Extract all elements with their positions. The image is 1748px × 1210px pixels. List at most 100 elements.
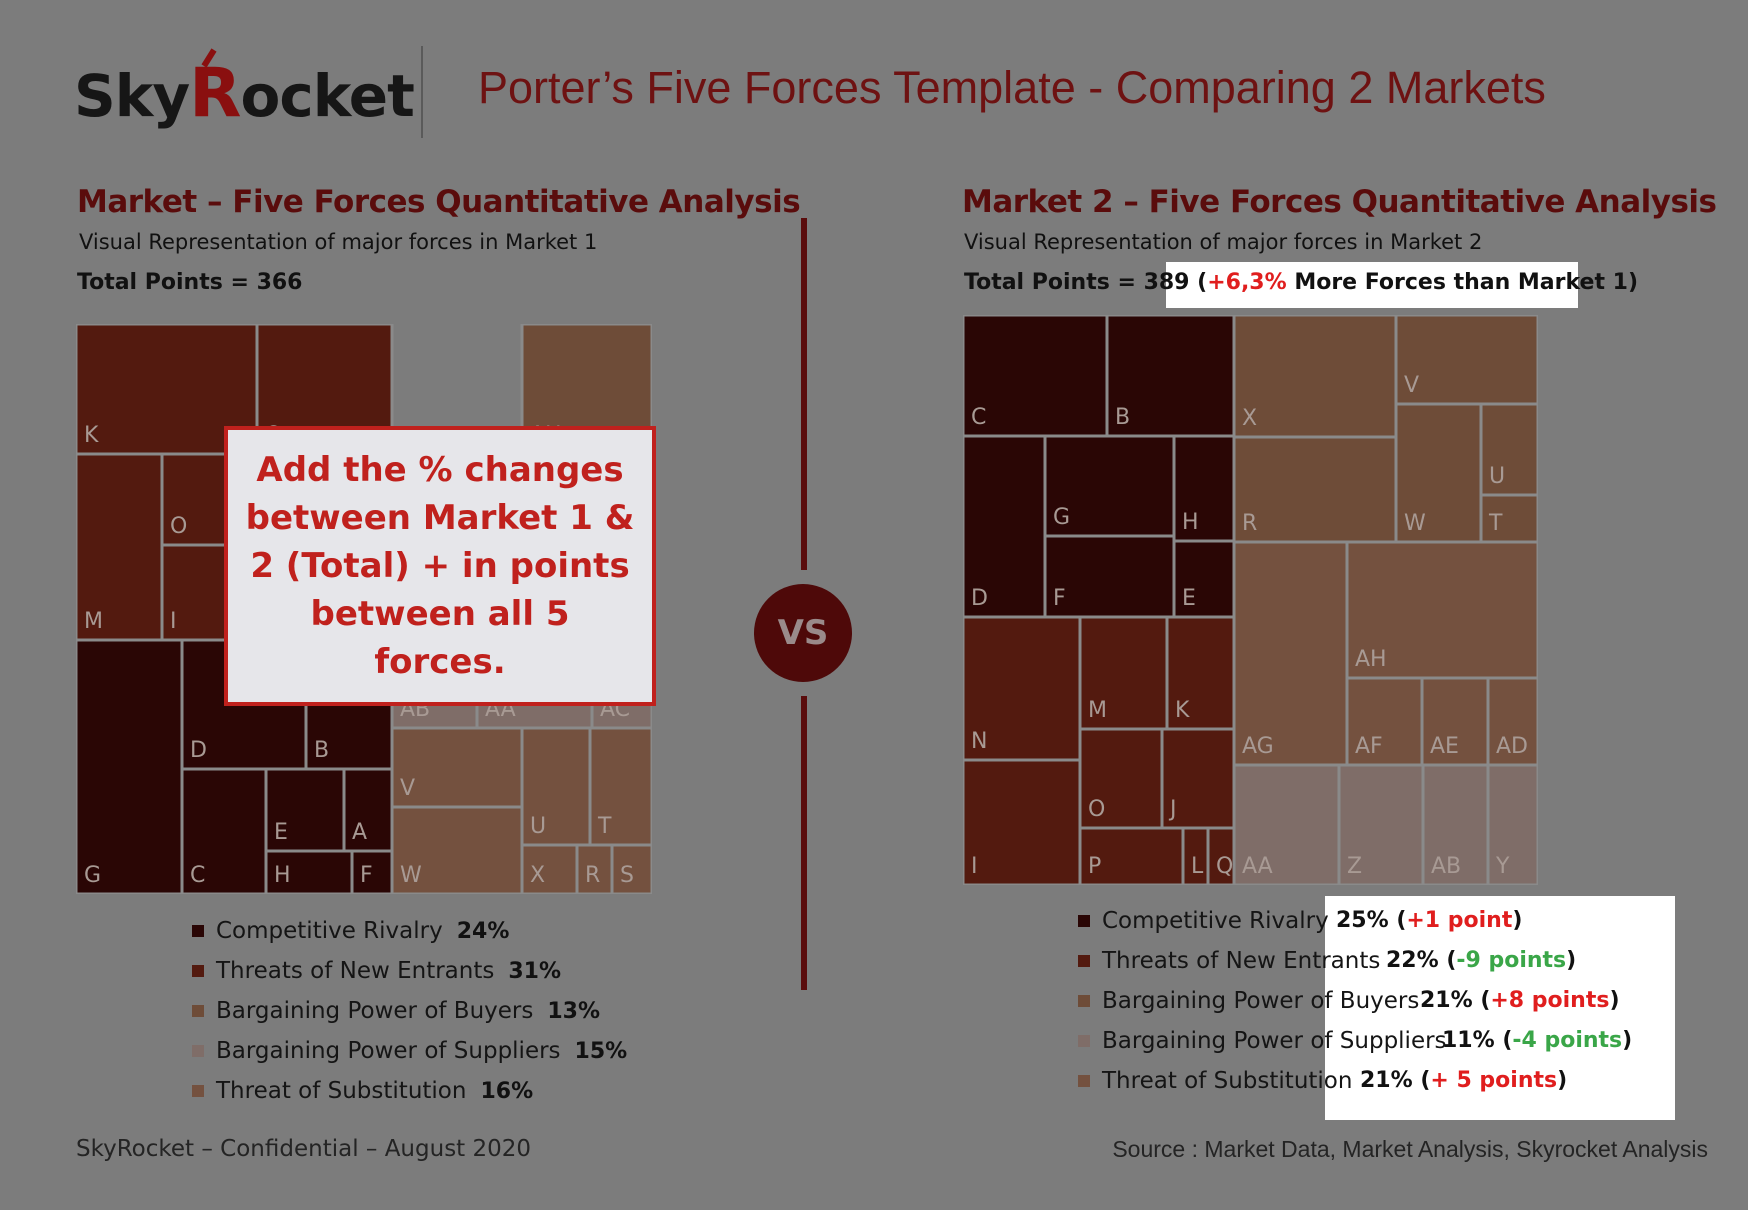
market2-legend: Competitive Rivalry 25% (+1 point) Threats…	[1078, 906, 1678, 1116]
market1-subtitle: Visual Representation of major forces in…	[79, 230, 598, 254]
legend-value-pct: 11% (	[1442, 1028, 1513, 1053]
treemap-cell-g	[76, 638, 184, 894]
legend-label: Bargaining Power of Buyers	[216, 998, 534, 1024]
treemap-cell-z	[1337, 763, 1425, 885]
treemap-label-c: C	[190, 863, 205, 888]
skyrocket-logo: SkyRocket	[74, 40, 415, 140]
legend-label: Threats of New Entrants	[1102, 948, 1381, 974]
legend-item: Bargaining Power of Suppliers	[1078, 1026, 1447, 1056]
legend-label: Bargaining Power of Buyers	[1102, 988, 1420, 1014]
callout-note: Add the % changes between Market 1 & 2 (…	[224, 426, 656, 706]
market2-title: Market 2 – Five Forces Quantitative Anal…	[962, 184, 1717, 220]
market2-subtitle: Visual Representation of major forces in…	[964, 230, 1483, 254]
treemap-cell-t	[1479, 493, 1538, 544]
legend-swatch	[192, 965, 204, 977]
treemap-label-t: T	[597, 814, 612, 839]
treemap-label-i: I	[170, 609, 177, 634]
treemap-label-ae: AE	[1430, 734, 1459, 759]
legend-item: Threat of Substitution 16%	[192, 1076, 533, 1106]
legend-value: 15%	[574, 1038, 628, 1064]
treemap-label-k: K	[84, 423, 99, 448]
legend-value: 21% (+ 5 points)	[1360, 1068, 1567, 1093]
legend-value-pct: 22% (	[1386, 948, 1457, 973]
treemap-label-x: X	[1242, 406, 1257, 431]
logo-text-ocket: ocket	[240, 62, 415, 130]
treemap-cell-ah	[1345, 540, 1538, 680]
treemap-label-f: F	[1053, 586, 1066, 611]
treemap-label-e: E	[1182, 586, 1196, 611]
legend-swatch	[192, 925, 204, 937]
treemap-label-w: W	[400, 863, 422, 888]
treemap-label-a: A	[352, 820, 367, 845]
legend-value-delta: + 5 points	[1430, 1068, 1558, 1093]
treemap-cell-n	[963, 615, 1082, 762]
treemap-label-n: N	[971, 729, 987, 754]
treemap-label-i: I	[971, 854, 978, 879]
legend-swatch	[1078, 995, 1090, 1007]
legend-value-pct: 21% (	[1420, 988, 1491, 1013]
treemap-label-ah: AH	[1355, 647, 1387, 672]
treemap-cell-f	[350, 849, 394, 894]
legend-value-close: )	[1609, 988, 1620, 1013]
vs-divider-top	[801, 218, 807, 570]
market2-total-highlight	[1166, 262, 1578, 308]
treemap-label-h: H	[274, 863, 291, 888]
callout-text: Add the % changes between Market 1 & 2 (…	[245, 450, 635, 682]
legend-value: 21% (+8 points)	[1420, 988, 1620, 1013]
vs-badge: VS	[754, 584, 852, 682]
treemap-label-r: R	[1242, 511, 1257, 536]
treemap-label-o: O	[170, 514, 187, 539]
legend-swatch	[1078, 955, 1090, 967]
legend-value-close: )	[1557, 1068, 1568, 1093]
treemap-cell-s	[610, 843, 652, 894]
legend-item: Competitive Rivalry 24%	[192, 916, 509, 946]
legend-swatch	[1078, 1075, 1090, 1087]
market2-treemap: C B D G H F E N M K O J I P L Q X V R W UT AA Z AB Y AH AG AF AE AD	[963, 315, 1538, 885]
treemap-label-s: S	[620, 863, 634, 888]
legend-value: 13%	[547, 998, 601, 1024]
treemap-label-t: T	[1488, 511, 1503, 536]
treemap-label-ag: AG	[1242, 734, 1274, 759]
treemap-label-y: Y	[1495, 854, 1510, 879]
treemap-label-h: H	[1182, 510, 1199, 535]
legend-value: 31%	[508, 958, 562, 984]
legend-label: Bargaining Power of Suppliers	[1102, 1028, 1447, 1054]
treemap-cell-r	[1232, 435, 1398, 544]
legend-value-delta: -9 points	[1456, 948, 1567, 973]
market2-total-suffix: More Forces than Market 1)	[1286, 270, 1639, 295]
treemap-cell-u	[1479, 402, 1538, 497]
treemap-label-z: Z	[1347, 854, 1362, 879]
footer-confidential: SkyRocket – Confidential – August 2020	[76, 1136, 532, 1162]
page-title: Porter’s Five Forces Template - Comparin…	[478, 62, 1546, 113]
header-divider	[421, 46, 423, 138]
market1-title: Market – Five Forces Quantitative Analys…	[77, 184, 801, 220]
legend-swatch	[192, 1045, 204, 1057]
footer-source: Source : Market Data, Market Analysis, S…	[1112, 1136, 1708, 1162]
treemap-label-g: G	[84, 863, 101, 888]
treemap-cell-g	[1043, 434, 1176, 538]
legend-item: Threat of Substitution	[1078, 1066, 1352, 1096]
legend-swatch	[1078, 1035, 1090, 1047]
treemap-label-e: E	[274, 820, 288, 845]
treemap-label-af: AF	[1355, 734, 1383, 759]
treemap-label-aa: AA	[1242, 854, 1273, 879]
legend-swatch	[1078, 915, 1090, 927]
legend-value-delta: +1 point	[1406, 908, 1513, 933]
treemap-label-m: M	[84, 609, 103, 634]
treemap-cell-l	[1181, 826, 1210, 885]
logo-accent-mark	[201, 48, 217, 68]
treemap-label-r: R	[585, 863, 600, 888]
legend-label: Threat of Substitution	[1102, 1068, 1353, 1094]
legend-item: Bargaining Power of Buyers 13%	[192, 996, 600, 1026]
logo-text-r: R	[189, 54, 241, 133]
legend-value-pct: 25% (	[1336, 908, 1407, 933]
treemap-label-w: W	[1404, 511, 1426, 536]
treemap-label-g: G	[1053, 505, 1070, 530]
treemap-label-d: D	[971, 586, 988, 611]
market1-total: Total Points = 366	[77, 270, 303, 295]
treemap-label-k: K	[1175, 698, 1190, 723]
legend-value: 24%	[456, 918, 510, 944]
market2-legend-highlight	[1325, 896, 1675, 1120]
treemap-cell-x	[1232, 315, 1398, 439]
legend-label: Bargaining Power of Suppliers	[216, 1038, 561, 1064]
